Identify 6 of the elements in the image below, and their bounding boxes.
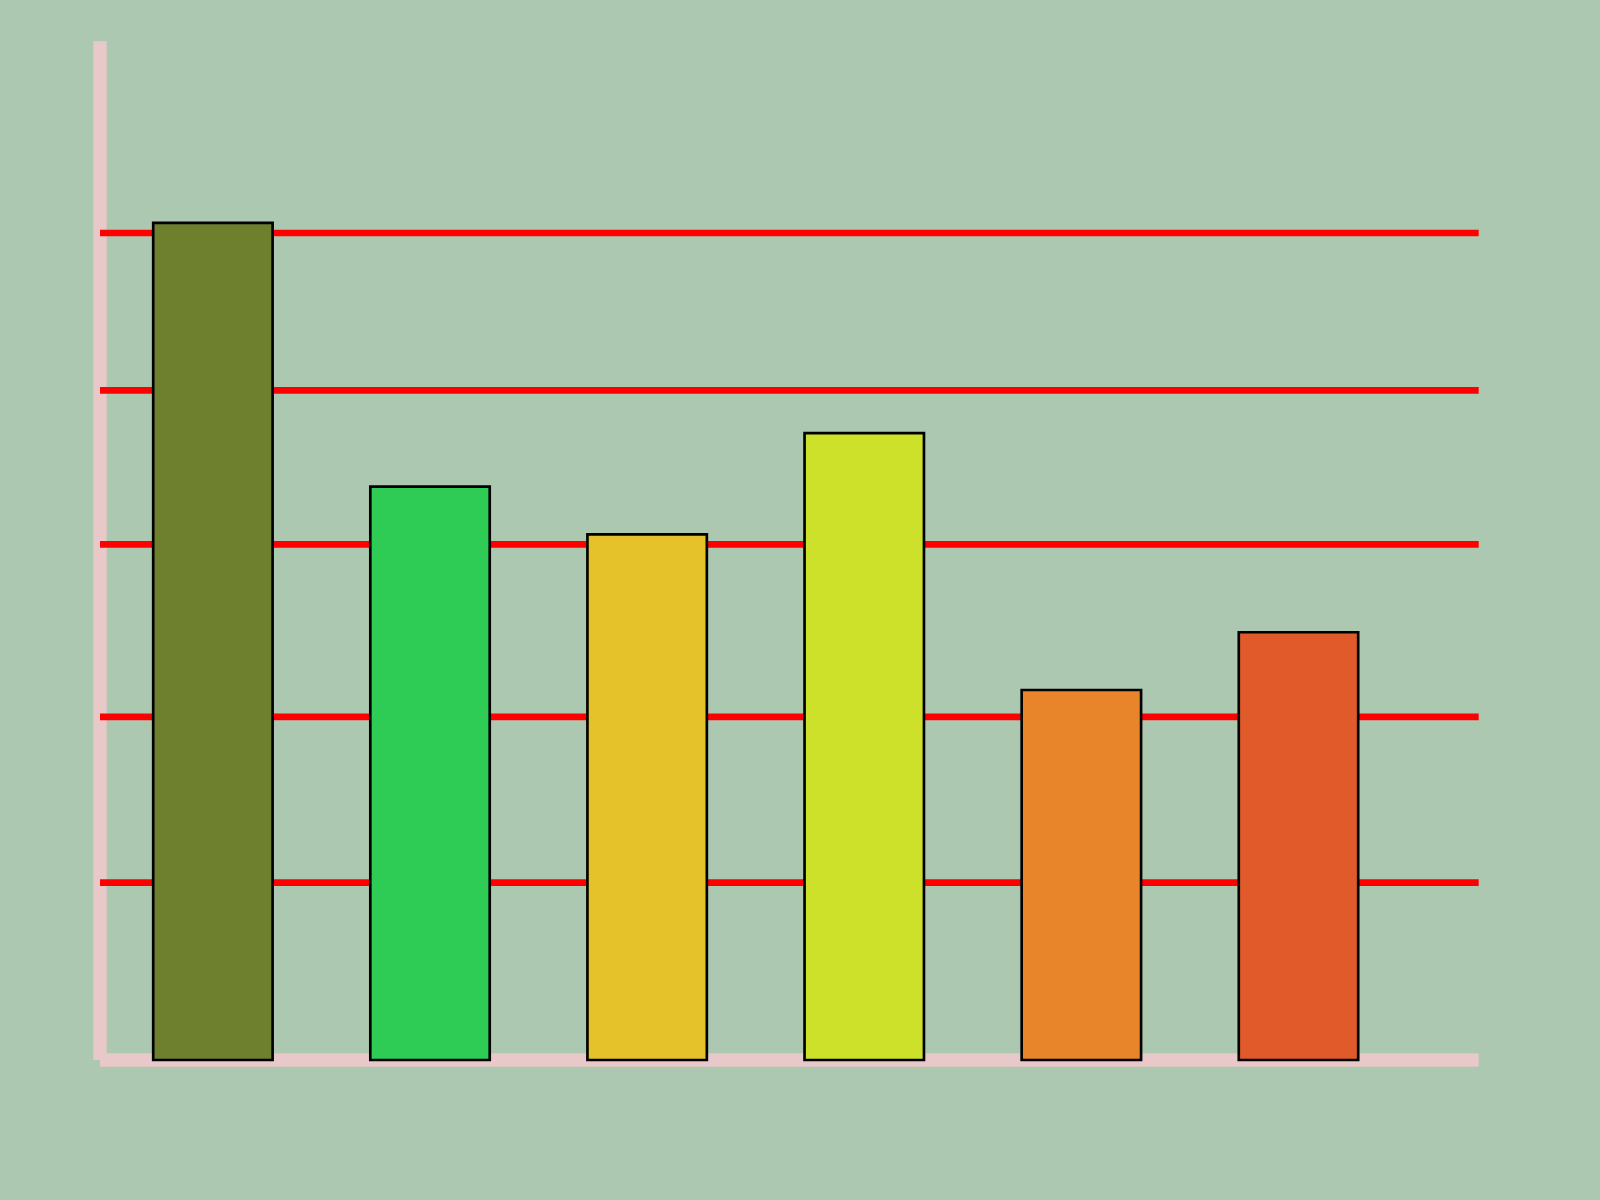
bar [1020, 688, 1143, 1062]
bar [586, 533, 709, 1062]
bar [1237, 630, 1360, 1062]
bar [151, 221, 274, 1062]
bar [368, 485, 492, 1062]
bar [803, 431, 926, 1062]
